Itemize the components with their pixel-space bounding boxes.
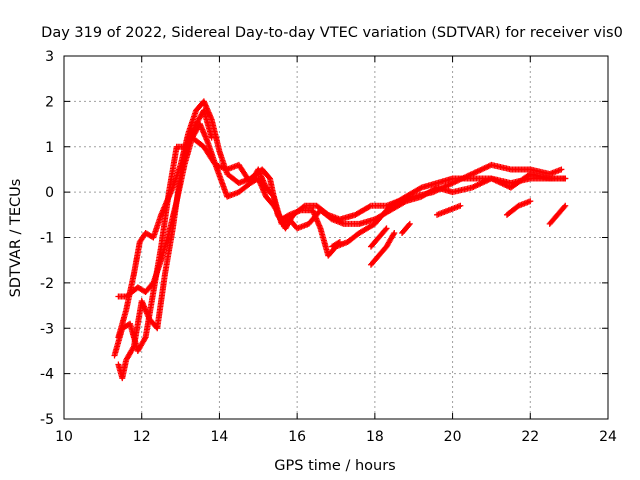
chart-title: Day 319 of 2022, Sidereal Day-to-day VTE… <box>41 25 623 41</box>
axis-ticks <box>63 55 609 420</box>
x-tick-labels: 10 12 14 16 18 20 22 24 <box>55 429 617 445</box>
series-trace-9 <box>434 202 464 218</box>
series-trace-8 <box>399 220 413 236</box>
y-tick-label: -2 <box>40 276 54 292</box>
x-tick-label: 16 <box>288 429 306 445</box>
data-point-marker <box>417 185 424 192</box>
series-trace-5 <box>329 239 343 250</box>
data-point-marker <box>562 175 569 182</box>
data-point-marker <box>383 225 390 232</box>
data-point-marker <box>336 239 343 246</box>
data-point-marker <box>558 166 565 173</box>
data-point-marker <box>457 202 464 209</box>
y-tick-label: 3 <box>45 49 54 65</box>
series-trace-4 <box>115 107 215 382</box>
series-trace-11 <box>546 202 569 227</box>
x-tick-label: 12 <box>133 429 151 445</box>
series-trace-6 <box>367 225 390 250</box>
y-tick-label: -5 <box>40 412 54 428</box>
x-tick-label: 24 <box>599 429 617 445</box>
data-point-marker <box>405 222 412 229</box>
y-tick-label: 0 <box>45 185 54 201</box>
data-point-marker <box>406 220 413 227</box>
y-tick-label: -1 <box>40 231 54 247</box>
data-point-marker <box>382 226 389 233</box>
y-tick-label: 2 <box>45 94 54 110</box>
data-point-marker <box>401 198 408 205</box>
data-point-marker <box>561 203 568 210</box>
y-tick-label: 1 <box>45 140 54 156</box>
x-tick-label: 20 <box>444 429 462 445</box>
y-tick-labels: -5 -4 -3 -2 -1 0 1 2 3 <box>40 49 54 428</box>
x-tick-label: 14 <box>211 429 229 445</box>
data-point-marker <box>391 229 398 236</box>
x-tick-label: 18 <box>366 429 384 445</box>
x-tick-label: 22 <box>521 429 539 445</box>
x-axis-label: GPS time / hours <box>274 458 395 474</box>
x-tick-label: 10 <box>55 429 73 445</box>
series-trace-3 <box>111 134 569 359</box>
series-trace-7 <box>367 229 398 268</box>
series-trace-10 <box>503 198 534 218</box>
y-tick-label: -3 <box>40 321 54 337</box>
y-tick-label: -4 <box>40 367 54 383</box>
y-axis-label: SDTVAR / TECUs <box>8 179 24 298</box>
data-point-marker <box>562 202 569 209</box>
data-marks <box>111 98 569 382</box>
data-point-marker <box>366 203 373 210</box>
data-point-marker <box>335 239 342 246</box>
data-point-marker <box>527 198 534 205</box>
data-point-marker <box>208 134 215 141</box>
